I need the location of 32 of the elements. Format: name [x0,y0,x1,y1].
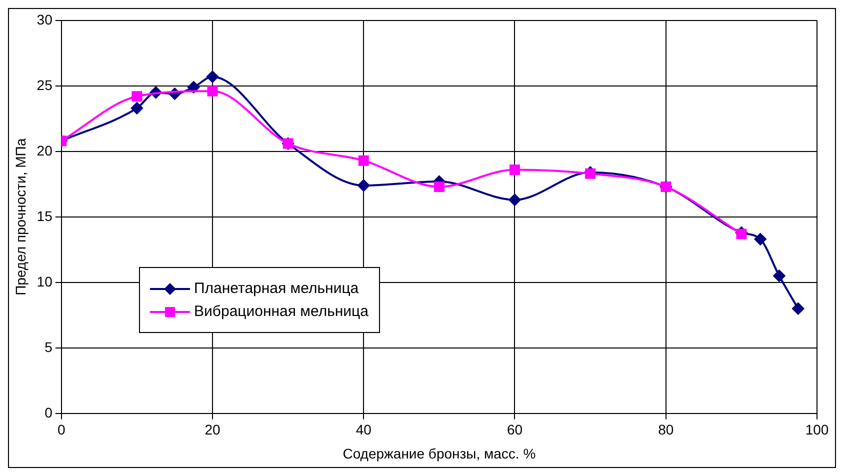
x-tick-label: 40 [356,422,372,438]
point [130,102,143,114]
y-tick-label: 5 [44,338,53,355]
point [773,270,786,282]
x-tick-label: 20 [204,422,220,438]
point [754,233,766,246]
y-axis-title: Предел прочности, МПа [12,138,28,296]
x-tick-label: 80 [658,422,674,438]
point [792,302,804,315]
x-tick-label: 0 [57,422,66,438]
point [132,91,142,102]
x-tick-label: 60 [506,422,523,438]
y-tick-label: 10 [36,273,53,290]
x-tick-label: 100 [805,422,829,438]
y-tick-label: 0 [44,404,53,420]
point [358,179,370,192]
point [736,228,747,240]
point [508,194,521,206]
y-tick-label: 20 [36,142,53,158]
point [358,155,369,166]
point [188,81,200,94]
point [585,168,596,179]
legend-label: Планетарная мельница [194,280,359,297]
point [434,182,444,192]
y-tick-label: 15 [36,208,53,224]
x-axis-title: Содержание бронзы, масс. % [342,445,536,462]
point [206,70,218,83]
point [510,164,520,175]
y-tick-label: 30 [36,11,53,28]
legend-label: Вибрационная мельница [194,303,368,320]
point [207,86,218,96]
y-tick-label: 25 [36,76,53,93]
